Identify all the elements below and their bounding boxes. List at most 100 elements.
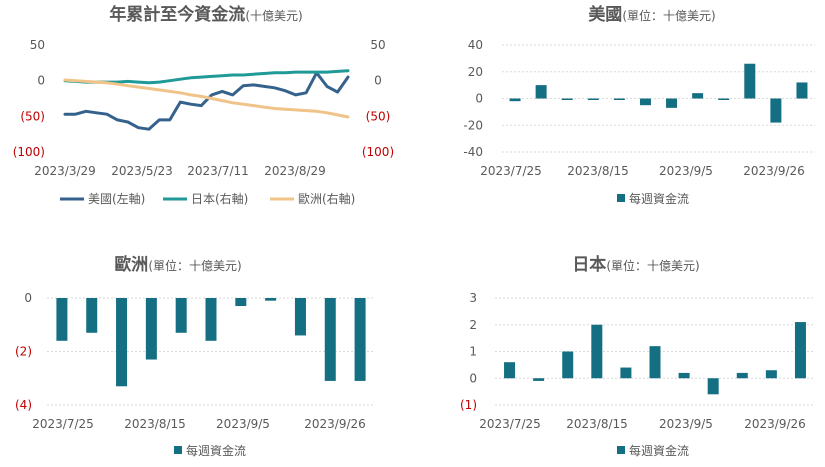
x-tick: 2023/8/29	[264, 164, 326, 178]
europe-flow-chart: 歐洲(單位：十億美元) 0 (2) (4) 2023/7/25 2023/8/15 202…	[0, 248, 412, 467]
bar	[324, 298, 336, 381]
legend-swatch	[617, 446, 625, 454]
chart-title-unit: (單位：十億美元)	[148, 258, 241, 273]
legend-swatch	[174, 446, 182, 454]
bar	[235, 298, 247, 307]
x-tick: 2023/8/15	[566, 417, 628, 431]
bar	[718, 98, 730, 100]
chart-title-unit: (十億美元)	[245, 9, 302, 23]
chart-title: 歐洲(單位：十億美元)	[114, 254, 241, 275]
chart-title-unit: (單位：十億美元)	[622, 8, 715, 23]
bar	[145, 298, 157, 360]
x-tick: 2023/8/15	[124, 417, 186, 431]
bar	[744, 63, 756, 99]
y-tick: 2	[469, 318, 477, 332]
bar	[533, 378, 545, 381]
x-tick: 2023/7/11	[187, 164, 249, 178]
bar	[116, 298, 128, 387]
bar	[509, 98, 521, 102]
series-line	[63, 78, 350, 119]
bar	[535, 85, 547, 99]
x-tick: 2023/7/25	[32, 417, 94, 431]
bar	[86, 298, 98, 333]
bar	[639, 98, 651, 106]
bar	[504, 362, 516, 379]
y-tick-left: (50)	[20, 109, 45, 123]
y-tick-right: 50	[370, 38, 385, 52]
bar	[354, 298, 366, 381]
y-tick-left: 0	[37, 74, 45, 88]
japan-flow-svg: 日本(單位：十億美元) 3 2 1 0 (1)2023/7/25 2023/8/15 202…	[460, 254, 815, 458]
chart-title-main: 歐洲	[114, 254, 148, 275]
bar	[56, 298, 68, 341]
cumulative-flow-chart: 年累計至今資金流(十億美元) 50 0 (50) (100) 50 0 (50) (100) 2…	[0, 0, 412, 220]
bar	[649, 346, 661, 379]
chart-title: 日本(單位：十億美元)	[572, 254, 699, 275]
bar	[591, 324, 603, 379]
bar	[678, 372, 690, 379]
y-tick: 3	[469, 291, 477, 305]
bar	[794, 322, 806, 379]
us-flow-chart: 美國(單位：十億美元) 40 20 0 -20 -40 2023/7/25 2023/8/1…	[440, 0, 825, 220]
bar	[175, 298, 187, 333]
series-line	[63, 69, 350, 85]
x-tick: 2023/5/23	[111, 164, 173, 178]
x-tick: 2023/3/29	[34, 164, 96, 178]
y-tick: 0	[469, 371, 477, 385]
y-tick: 20	[468, 65, 483, 79]
legend-label: 每週資金流	[629, 443, 689, 458]
bar	[796, 82, 808, 99]
y-tick-right: (50)	[366, 109, 391, 123]
x-tick: 2023/9/5	[216, 417, 270, 431]
cumulative-flow-svg: 年累計至今資金流(十億美元) 50 0 (50) (100) 50 0 (50) (100) 2…	[13, 4, 394, 206]
chart-title-main: 年累計至今資金流	[109, 4, 245, 25]
legend-label: 歐洲(右軸)	[298, 191, 355, 206]
y-tick: (1)	[460, 398, 477, 412]
chart-title-main: 日本	[572, 254, 606, 275]
bar	[765, 370, 777, 379]
chart-title: 美國(單位：十億美元)	[588, 4, 715, 25]
us-flow-svg: 美國(單位：十億美元) 40 20 0 -20 -40 2023/7/25 2023/8/1…	[463, 4, 815, 206]
x-tick: 2023/9/5	[659, 164, 713, 178]
y-tick: 0	[475, 92, 483, 106]
y-tick: 40	[468, 38, 483, 52]
x-tick: 2023/7/25	[480, 164, 542, 178]
legend-label: 每週資金流	[186, 443, 246, 458]
europe-flow-svg: 歐洲(單位：十億美元) 0 (2) (4)2023/7/25 2023/8/15 202…	[15, 254, 375, 458]
japan-flow-chart: 日本(單位：十億美元) 3 2 1 0 (1) 2023/7/25 2023/8/15 202…	[440, 248, 825, 467]
y-tick: -20	[463, 118, 483, 132]
y-tick: (2)	[15, 345, 32, 359]
bar	[613, 98, 625, 100]
bar	[707, 378, 719, 395]
x-tick: 2023/9/5	[659, 417, 713, 431]
bar	[205, 298, 217, 341]
chart-title-unit: (單位：十億美元)	[606, 258, 699, 273]
bar	[736, 372, 748, 379]
legend-label: 每週資金流	[629, 191, 689, 206]
y-tick-left: (100)	[13, 145, 45, 159]
y-tick-right: (100)	[362, 145, 394, 159]
legend-label: 日本(右軸)	[191, 191, 248, 206]
bar	[561, 98, 573, 100]
y-tick-right: 0	[374, 74, 382, 88]
x-tick: 2023/9/26	[743, 164, 805, 178]
x-tick: 2023/7/25	[479, 417, 541, 431]
x-tick: 2023/9/26	[744, 417, 806, 431]
y-tick: 1	[469, 345, 477, 359]
x-tick: 2023/9/26	[304, 417, 366, 431]
y-tick: -40	[463, 145, 483, 159]
bar	[265, 298, 277, 301]
bar	[770, 98, 782, 123]
bar	[562, 351, 574, 379]
y-tick-left: 50	[30, 38, 45, 52]
chart-title: 年累計至今資金流(十億美元)	[109, 4, 302, 25]
legend-swatch	[617, 194, 625, 202]
bar	[587, 98, 599, 100]
chart-title-main: 美國	[588, 4, 622, 25]
bar	[620, 367, 632, 379]
y-tick: 0	[24, 291, 32, 305]
bar	[692, 93, 704, 99]
bar	[294, 298, 306, 336]
x-tick: 2023/8/15	[567, 164, 629, 178]
bar	[666, 98, 678, 108]
